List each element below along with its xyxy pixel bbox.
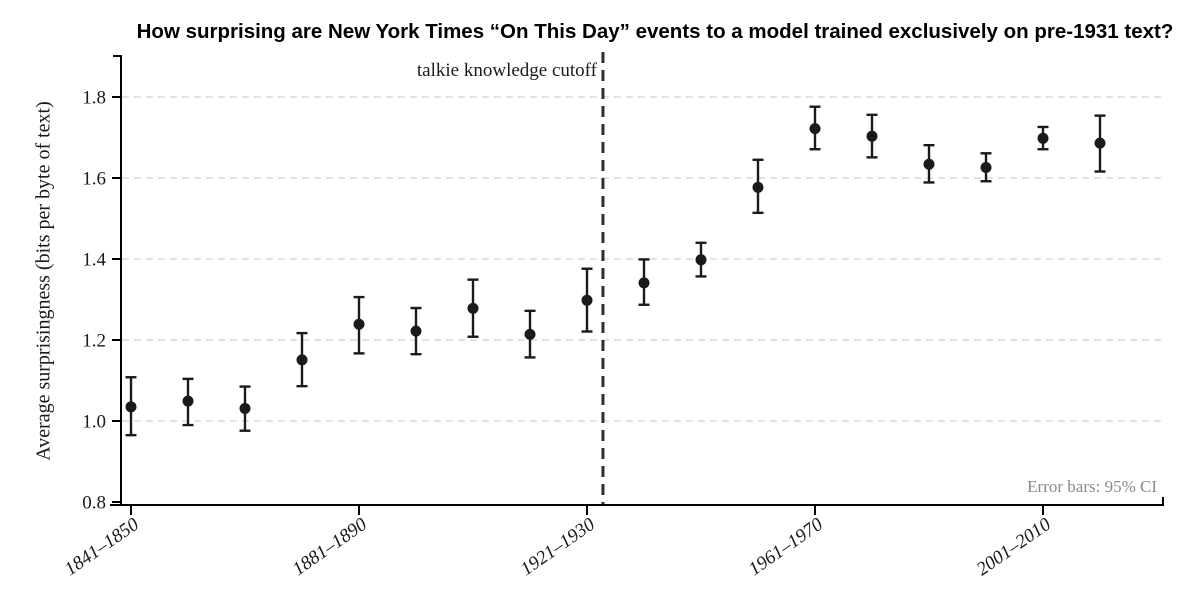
data-point	[182, 395, 194, 407]
data-point	[239, 402, 251, 414]
y-axis-title: Average surprisingness (bits per byte of…	[32, 101, 55, 461]
data-point	[467, 302, 479, 314]
data-point	[581, 294, 593, 306]
data-point	[752, 181, 764, 193]
data-point	[353, 318, 365, 330]
data-point	[638, 277, 650, 289]
data-point	[866, 130, 878, 142]
data-point	[923, 158, 935, 170]
chart-title: How surprising are New York Times “On Th…	[136, 20, 1174, 43]
y-tick-label: 1.8	[82, 88, 106, 109]
data-point	[809, 123, 821, 135]
data-point	[980, 161, 992, 173]
y-tick-label: 1.6	[82, 169, 106, 190]
data-point	[296, 354, 308, 366]
x-tick-label: 1921–1930	[517, 514, 599, 581]
x-tick-label: 2001–2010	[973, 514, 1055, 581]
data-point	[125, 401, 137, 413]
x-tick-label: 1881–1890	[289, 514, 371, 581]
data-point	[695, 254, 707, 266]
error-bars-note: Error bars: 95% CI	[1027, 477, 1157, 496]
data-point	[410, 325, 422, 337]
cutoff-annotation-label: talkie knowledge cutoff	[416, 60, 597, 81]
data-point	[1094, 137, 1106, 149]
data-point	[1037, 132, 1049, 144]
x-tick-label: 1841–1850	[61, 514, 143, 581]
y-tick-label: 1.0	[82, 412, 106, 433]
y-tick-label: 1.4	[82, 250, 106, 271]
x-tick-label: 1961–1970	[745, 514, 827, 581]
y-tick-label: 1.2	[82, 331, 106, 352]
data-point	[524, 328, 536, 340]
y-tick-label: 0.8	[82, 493, 106, 514]
